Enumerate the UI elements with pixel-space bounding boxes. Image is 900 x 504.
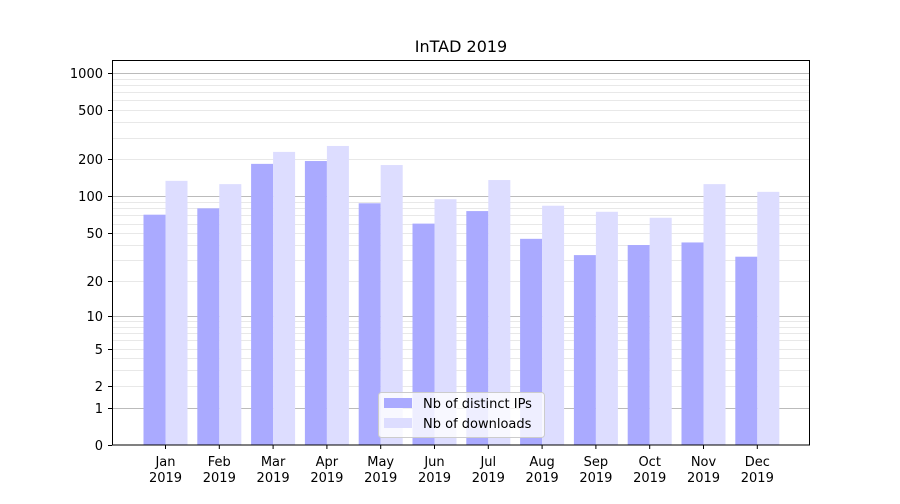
y-tick-label: 200 <box>78 153 103 168</box>
x-tick-label-month: Aug <box>529 455 554 470</box>
x-tick-label-month: Jul <box>479 455 496 470</box>
x-tick-label-month: May <box>367 455 394 470</box>
x-tick-label-month: Jun <box>423 455 444 470</box>
x-tick-label-year: 2019 <box>741 471 774 486</box>
x-tick-label-year: 2019 <box>633 471 666 486</box>
x-tick-label-year: 2019 <box>526 471 559 486</box>
legend-label: Nb of distinct IPs <box>423 397 532 412</box>
bar-downloads <box>649 217 672 445</box>
bar-distinct-ips <box>412 223 435 445</box>
bar-downloads <box>542 205 565 445</box>
x-tick-label-month: Dec <box>745 455 770 470</box>
x-tick-label-month: Nov <box>691 455 717 470</box>
x-tick-label-year: 2019 <box>579 471 612 486</box>
bar-distinct-ips <box>466 211 489 445</box>
bar-distinct-ips <box>251 163 274 445</box>
bar-downloads <box>757 191 780 445</box>
x-tick-label-year: 2019 <box>687 471 720 486</box>
x-tick-label-year: 2019 <box>418 471 451 486</box>
x-tick-label-month: Sep <box>584 455 609 470</box>
x-tick-label-month: Jan <box>154 455 175 470</box>
y-tick-label: 0 <box>95 439 103 454</box>
legend-label: Nb of downloads <box>423 417 532 432</box>
x-tick-label-year: 2019 <box>257 471 290 486</box>
bar-downloads <box>219 184 242 445</box>
x-tick-label-year: 2019 <box>310 471 343 486</box>
x-tick-label-month: Apr <box>316 455 339 470</box>
bar-distinct-ips <box>304 161 327 445</box>
x-tick-label-year: 2019 <box>149 471 182 486</box>
y-tick-label: 500 <box>78 104 103 119</box>
bar-distinct-ips <box>358 203 381 445</box>
bar-downloads <box>326 145 349 445</box>
bar-downloads <box>273 151 296 445</box>
bars <box>143 145 780 446</box>
bar-distinct-ips <box>197 208 220 445</box>
bar-distinct-ips <box>735 256 758 445</box>
y-tick-label: 1000 <box>70 67 103 82</box>
bar-distinct-ips <box>627 245 650 445</box>
legend: Nb of distinct IPs Nb of downloads <box>378 392 545 438</box>
bar-distinct-ips <box>681 242 704 445</box>
x-tick-label-month: Feb <box>208 455 231 470</box>
y-tick-label: 1 <box>95 402 103 417</box>
x-tick-label-year: 2019 <box>472 471 505 486</box>
y-tick-label: 20 <box>86 275 103 290</box>
bar-downloads <box>488 180 511 446</box>
y-tick-label: 50 <box>86 227 103 242</box>
bar-distinct-ips <box>143 214 166 445</box>
legend-swatch <box>384 398 412 408</box>
y-tick-label: 2 <box>95 380 103 395</box>
bar-downloads <box>380 165 403 445</box>
legend-swatch <box>384 418 412 428</box>
y-axis: 0 1 2 5 10 20 50 100 200 500 1000 <box>70 67 112 454</box>
plot-frame <box>112 60 810 446</box>
legend-box <box>378 392 545 438</box>
x-axis: Jan2019Feb2019Mar2019Apr2019May2019Jun20… <box>149 445 774 486</box>
x-tick-label-month: Oct <box>638 455 660 470</box>
bar-downloads <box>434 199 457 445</box>
bar-downloads <box>703 184 726 445</box>
y-tick-label: 100 <box>78 190 103 205</box>
x-tick-label-month: Mar <box>261 455 286 470</box>
chart-title: InTAD 2019 <box>415 37 507 56</box>
x-tick-label-year: 2019 <box>203 471 236 486</box>
x-tick-label-year: 2019 <box>364 471 397 486</box>
y-tick-label: 5 <box>95 343 103 358</box>
bar-downloads <box>165 180 188 445</box>
bar-distinct-ips <box>573 255 596 445</box>
y-tick-label: 10 <box>86 310 103 325</box>
bar-downloads <box>595 211 618 445</box>
